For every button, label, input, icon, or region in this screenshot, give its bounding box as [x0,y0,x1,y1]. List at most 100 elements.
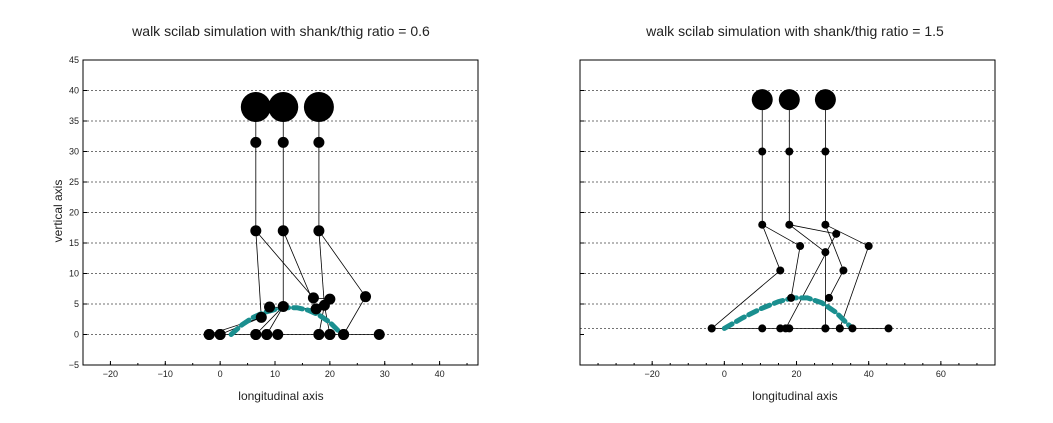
left-x-tick-label: −10 [158,369,173,379]
right-x-tick-label: 40 [864,369,874,379]
left-joint-point [360,291,372,303]
right-stance-point [776,324,785,333]
left-stance-point [338,329,350,340]
left-joint-point [250,225,262,237]
left-stance-point [313,329,325,340]
right-joint-point [758,147,767,156]
left-joint-point [277,136,289,148]
right-stance-point [848,324,857,333]
left-joint-point [264,301,276,313]
right-stance-point [835,324,844,333]
left-y-tick-label: 30 [69,147,79,157]
left-y-tick-label: 35 [69,116,79,126]
left-y-tick-label: −5 [69,360,79,370]
left-y-tick-label: 15 [69,238,79,248]
right-leg-segment [711,270,781,329]
left-stance-point [250,329,262,340]
left-x-tick-label: 0 [218,369,223,379]
left-joint-point [277,300,289,312]
right-joint-point [785,147,794,156]
right-joint-point [832,229,841,238]
left-leg-segment [255,230,262,318]
right-plot: walk scilab simulation with shank/thig r… [579,23,996,403]
right-joint-point [821,248,830,257]
right-stance-point [785,324,794,333]
left-x-tick-label: 10 [270,369,280,379]
right-leg-segment [839,245,870,329]
right-leg-segment [825,224,869,247]
right-joint-point [821,147,830,156]
right-leg-segment [762,224,801,247]
left-leg-segment [343,296,366,335]
right-joint-point [839,266,848,275]
left-joint-point [250,136,262,148]
right-joint-point [825,293,833,302]
left-plot-xlabel: longitudinal axis [238,389,323,403]
left-joint-point [310,303,322,315]
right-stance-point [758,324,767,333]
right-leg-segment [828,270,844,299]
right-joint-point [796,242,805,251]
right-joint-point [821,220,830,229]
left-joint-point [307,292,319,304]
left-y-tick-label: 40 [69,86,79,96]
left-joint-point [277,225,289,237]
left-stance-point [324,329,336,340]
right-joint-point [758,220,767,229]
right-plot-title: walk scilab simulation with shank/thig r… [645,23,944,39]
left-joint-point [313,136,325,148]
right-stance-point [884,324,893,333]
right-leg-segment [790,245,801,298]
right-x-tick-label: 20 [792,369,802,379]
left-body-marker [303,91,334,122]
left-stance-point [261,329,273,340]
right-leg-segment [789,224,826,253]
right-leg-segment [761,224,781,271]
left-x-tick-label: −20 [103,369,118,379]
right-trajectory-curve [721,295,855,331]
left-leg-segment [255,230,314,299]
left-plot-ylabel: vertical axis [51,180,65,243]
left-y-tick-label: 25 [69,177,79,187]
right-leg-segment [789,224,837,235]
right-plot-xlabel: longitudinal axis [752,389,837,403]
left-plot: walk scilab simulation with shank/thig r… [51,23,479,403]
right-x-tick-label: 60 [936,369,946,379]
right-body-marker [814,89,836,111]
left-y-tick-label: 5 [74,299,79,309]
left-x-tick-label: 30 [380,369,390,379]
right-joint-point [864,242,873,251]
right-body-marker [751,89,773,111]
left-y-tick-label: 0 [74,330,79,340]
left-stance-point [214,329,226,340]
left-trajectory-curve [228,305,344,337]
right-joint-point [787,293,796,302]
left-y-tick-label: 10 [69,269,79,279]
right-joint-point [785,220,794,229]
right-leg-segment [825,224,844,271]
right-x-tick-label: −20 [645,369,660,379]
left-stance-point [373,329,385,340]
left-body-marker [268,91,299,122]
left-plot-title: walk scilab simulation with shank/thig r… [131,23,430,39]
left-joint-point [313,225,325,237]
left-leg-segment [318,230,325,306]
right-leg-segment [785,233,837,329]
left-leg-segment [255,306,284,335]
left-body-marker [240,91,271,122]
right-stance-point [821,324,830,333]
left-joint-point [255,311,267,323]
left-stance-point [272,329,284,340]
left-x-tick-label: 20 [325,369,335,379]
right-x-tick-label: 0 [722,369,727,379]
right-stance-point [707,324,716,333]
left-joint-point [318,299,330,311]
left-x-tick-label: 40 [435,369,445,379]
left-stance-point [203,329,215,340]
right-joint-point [776,266,785,275]
left-y-tick-label: 45 [69,55,79,65]
right-body-marker [778,89,800,111]
left-leg-segment [318,230,366,297]
left-y-tick-label: 20 [69,208,79,218]
